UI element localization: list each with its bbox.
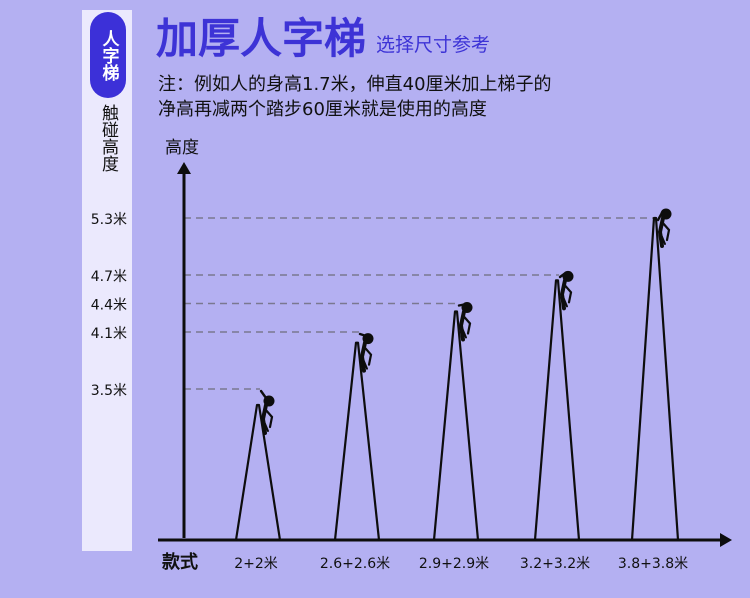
touch-height-caption: 触碰高度 bbox=[94, 104, 122, 178]
y-tick-label: 4.4米 bbox=[91, 298, 127, 314]
page-title: 加厚人字梯 bbox=[156, 14, 367, 63]
ladder-mark bbox=[234, 403, 282, 541]
person-figures bbox=[259, 208, 672, 435]
y-tick-label: 4.1米 bbox=[91, 326, 127, 342]
ladder-marks bbox=[234, 216, 680, 541]
category-badge-label: 人字梯 bbox=[98, 29, 119, 81]
sidebar-panel bbox=[82, 10, 132, 551]
x-axis-arrow bbox=[720, 533, 732, 547]
person-figure bbox=[558, 270, 574, 311]
person-arm bbox=[263, 407, 274, 429]
guide-lines bbox=[184, 217, 657, 390]
person-arm-raised bbox=[358, 332, 367, 337]
page-subtitle: 选择尺寸参考 bbox=[376, 34, 491, 56]
x-category-label: 2+2米 bbox=[234, 556, 278, 572]
person-arm bbox=[461, 314, 472, 335]
touch-height-caption-text: 触碰高度 bbox=[98, 104, 118, 172]
x-category-label: 2.9+2.9米 bbox=[419, 556, 489, 572]
person-arm-raised bbox=[558, 272, 567, 279]
person-leg bbox=[460, 324, 467, 339]
person-arm bbox=[362, 345, 373, 366]
y-tick-label: 5.3米 bbox=[91, 212, 127, 228]
ladder-mark bbox=[333, 341, 381, 541]
y-tick-label: 4.7米 bbox=[91, 269, 127, 285]
person-arm-raised bbox=[259, 389, 268, 400]
usage-note: 注：例如人的身高1.7米，伸直40厘米加上梯子的 净高再减两个踏步60厘米就是使… bbox=[158, 72, 628, 122]
x-category-labels: 2+2米 2.6+2.6米 2.9+2.9米 3.2+3.2米 3.8+3.8米 bbox=[234, 556, 688, 572]
person-figure bbox=[358, 332, 374, 373]
y-tick-label: 3.5米 bbox=[91, 383, 127, 399]
usage-note-line-1: 注：例如人的身高1.7米，伸直40厘米加上梯子的 bbox=[158, 74, 552, 95]
y-axis-arrow bbox=[177, 162, 191, 174]
chart-axes bbox=[158, 162, 732, 547]
y-tick-labels: 3.5米 4.1米 4.4米 4.7米 5.3米 bbox=[91, 212, 127, 399]
person-leg bbox=[561, 293, 568, 308]
person-leg bbox=[361, 355, 368, 370]
x-category-label: 3.2+3.2米 bbox=[520, 556, 590, 572]
y-axis-label: 高度 bbox=[165, 138, 199, 158]
category-badge: 人字梯 bbox=[90, 12, 126, 98]
x-category-label: 2.6+2.6米 bbox=[320, 556, 390, 572]
x-axis-label: 款式 bbox=[162, 551, 198, 573]
person-figure bbox=[259, 389, 275, 435]
person-figure bbox=[656, 208, 672, 248]
ladder-mark bbox=[630, 216, 680, 541]
x-category-label: 3.8+3.8米 bbox=[618, 556, 688, 572]
person-arm bbox=[562, 283, 573, 304]
ladder-mark bbox=[533, 279, 581, 541]
usage-note-line-2: 净高再减两个踏步60厘米就是使用的高度 bbox=[158, 99, 487, 120]
person-leg bbox=[659, 231, 666, 245]
person-figure bbox=[457, 302, 473, 342]
person-leg bbox=[262, 418, 269, 432]
person-arm-raised bbox=[457, 303, 466, 307]
person-arm bbox=[660, 220, 671, 242]
ladder-mark bbox=[432, 310, 480, 541]
person-arm-raised bbox=[656, 209, 665, 222]
